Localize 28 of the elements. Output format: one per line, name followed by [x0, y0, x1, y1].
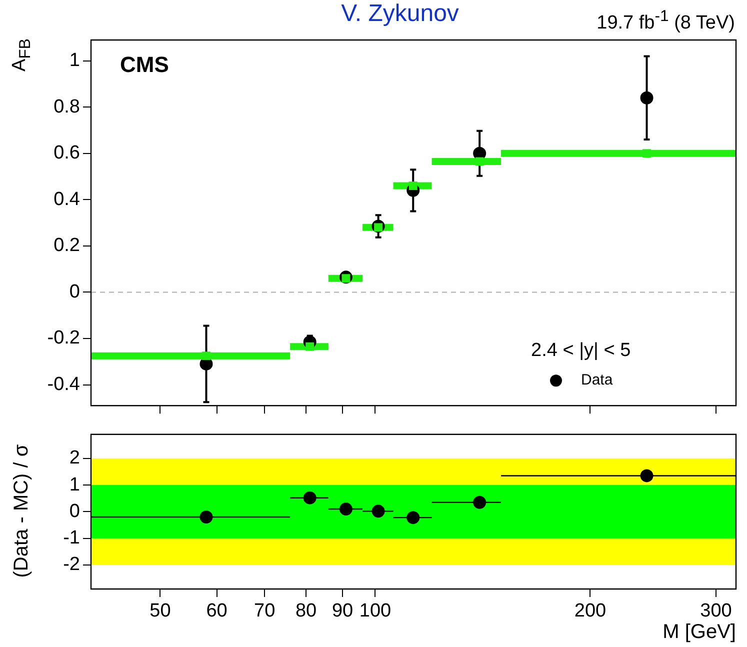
y-tick-label: 0.2	[54, 235, 80, 256]
x-tick-label: 50	[150, 600, 171, 622]
x-tick-label: 90	[332, 600, 354, 622]
y-tick-label: 0	[69, 281, 80, 302]
x-tick-label: 200	[574, 600, 606, 622]
x-tick-label: 60	[206, 600, 228, 622]
y-tick-label: -0.2	[47, 328, 80, 349]
y-tick-label: 1	[69, 474, 80, 496]
x-axis-title: M [GeV]	[662, 621, 736, 644]
x-tick-label: 70	[254, 600, 276, 622]
annotation: CMS	[120, 52, 169, 78]
x-tick-label: 100	[359, 600, 392, 622]
y-tick-label: -2	[63, 554, 80, 576]
y-axis-title: (Data - MC) / σ	[10, 444, 34, 578]
y-tick-label: 0.8	[54, 96, 80, 118]
legend-label: Data	[581, 372, 614, 389]
y-tick-label: -0.4	[47, 374, 80, 396]
y-tick-label: 0.6	[54, 142, 80, 164]
y-tick-label: 2	[69, 448, 80, 469]
x-tick-label: 300	[700, 600, 732, 622]
legend-title: 2.4 < |y| < 5	[531, 340, 631, 361]
text: 19.7 fb$^{-1}$ (8 TeV)	[596, 8, 735, 34]
x-tick-label: 80	[295, 600, 317, 622]
y-tick-label: 1	[69, 50, 80, 72]
text: V. Zykunov	[340, 0, 460, 28]
y-tick-label: 0	[69, 500, 80, 522]
y-tick-label: 0.4	[54, 188, 80, 210]
y-tick-label: -1	[63, 528, 80, 549]
